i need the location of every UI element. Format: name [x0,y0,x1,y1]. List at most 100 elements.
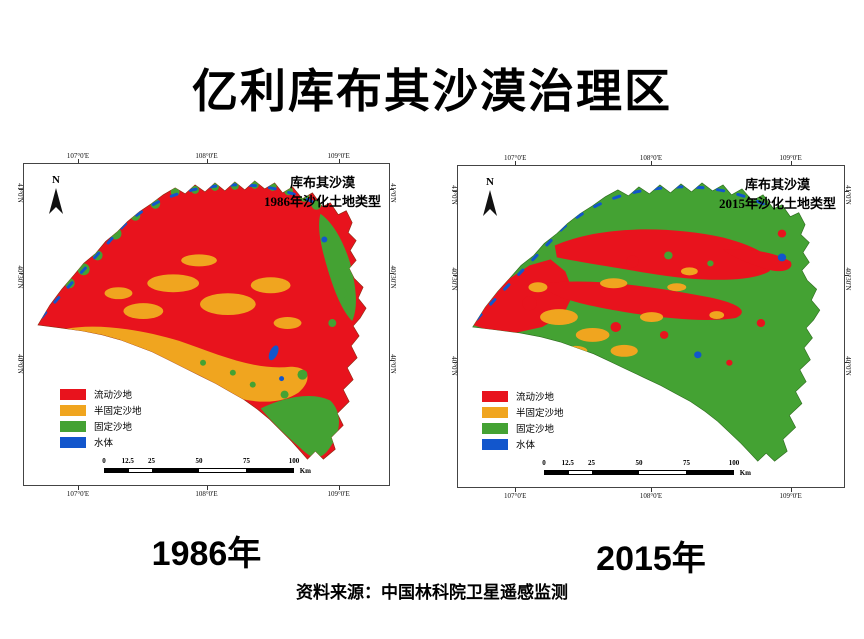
graticule-tick [515,488,517,492]
legend-swatch-mobile-sand [60,388,86,400]
map-1986-graphic [37,180,367,460]
latitude-label: 41°0'N [844,185,852,205]
legend-swatch-water [482,438,508,450]
scale-bar-graphic [104,468,294,473]
semi-fixed-sand-patch [680,267,698,276]
semi-fixed-sand-patch [181,254,217,267]
graticule-tick [651,488,652,492]
semi-fixed-sand-patch [564,345,588,356]
legend-item: 半固定沙地 [482,406,564,419]
graticule-tick [206,159,208,163]
lake-water [777,253,787,262]
source-note: 资料来源：中国林科院卫星遥感监测 [296,583,568,602]
graticule-tick [390,188,394,190]
legend-swatch-fixed-sand [482,422,508,434]
scale-tick: 12.5 [121,457,134,465]
legend-item: 半固定沙地 [60,404,142,417]
legend-item: 流动沙地 [60,388,142,401]
scale-bar-graphic [544,470,734,475]
scale-tick: 75 [683,459,690,467]
map-frame-2015: N 库布其沙漠 2015年沙化土地类型 流动沙地 半固定沙地 固定沙地 水体 0… [457,165,845,488]
mobile-sand-north-band [554,229,772,280]
graticule-tick [390,272,394,274]
legend-label: 流动沙地 [516,393,555,403]
semi-fixed-sand-patch [147,274,200,293]
scale-unit: Km [739,469,751,477]
scale-bar-2015: 0 12.5 25 50 75 100 Km [542,459,751,481]
graticule-tick [453,190,457,192]
semi-fixed-sand-patch [250,277,291,294]
graticule-tick [78,486,80,490]
lake-water [694,351,702,359]
graticule-tick [515,161,517,165]
legend-label: 水体 [516,441,536,451]
graticule-tick [651,161,652,165]
longitude-label: 107°0'E [504,154,527,162]
scale-tick: 25 [588,459,595,467]
legend-label: 固定沙地 [94,423,133,433]
scale-tick: 75 [243,457,250,465]
semi-fixed-sand-patch [575,327,610,342]
semi-fixed-sand-patch [528,282,548,293]
map-frame-1986: N 库布其沙漠 1986年沙化土地类型 流动沙地 半固定沙地 固定沙地 水体 0… [23,163,390,486]
latitude-label: 40°30'N [844,267,852,291]
longitude-label: 109°0'E [327,152,350,160]
map-title-1986: 库布其沙漠 1986年沙化土地类型 [264,174,381,212]
legend-1986: 流动沙地 半固定沙地 固定沙地 水体 [60,388,142,452]
graticule-tick [845,274,849,276]
graticule-tick [19,360,23,362]
graticule-tick [19,188,23,190]
semi-fixed-sand-patch [709,311,725,320]
lake-water [268,345,279,361]
graticule-tick [78,159,80,163]
legend-item: 固定沙地 [482,422,564,435]
legend-label: 半固定沙地 [94,407,142,417]
longitude-label: 108°0'E [639,492,663,500]
legend-label: 流动沙地 [94,391,133,401]
latitude-label: 40°30'N [389,265,397,289]
legend-item: 水体 [60,436,142,449]
page-title: 亿利库布其沙漠治理区 [192,65,672,117]
scale-tick: 100 [728,459,740,467]
north-arrow: N [44,174,68,221]
graticule-tick [453,274,457,276]
legend-swatch-mobile-sand [482,390,508,402]
longitude-label: 108°0'E [639,154,663,162]
graticule-tick [19,272,23,274]
semi-fixed-sand-patch [639,312,664,323]
scale-tick: 0 [102,457,106,465]
legend-2015: 流动沙地 半固定沙地 固定沙地 水体 [482,390,564,454]
legend-swatch-semi-fixed-sand [482,406,508,418]
graticule-tick [845,190,849,192]
mobile-sand-east-ext [723,249,792,272]
map-panel-2015: 107°0'E 108°0'E 109°0'E 107°0'E 108°0'E … [450,154,852,500]
legend-item: 流动沙地 [482,390,564,403]
legend-label: 水体 [94,439,114,449]
legend-label: 固定沙地 [516,425,555,435]
semi-fixed-sand-patch [540,309,578,326]
longitude-label: 109°0'E [779,492,802,500]
semi-fixed-sand-patch [123,303,164,320]
scale-tick: 50 [195,457,203,465]
north-arrow-icon [483,190,497,216]
mobile-sand-band2 [545,281,742,320]
semi-fixed-sand-patch [104,287,133,300]
scale-bar-1986: 0 12.5 25 50 75 100 Km [102,457,311,479]
longitude-label: 107°0'E [66,152,90,160]
latitude-label: 40°0'N [844,356,852,376]
longitude-label: 107°0'E [504,492,527,500]
legend-swatch-water [60,436,86,448]
map-title-line2: 2015年沙化土地类型 [718,195,836,211]
scale-tick: 12.5 [561,459,574,467]
map-title-line2: 1986年沙化土地类型 [263,193,381,209]
north-arrow: N [478,176,502,223]
semi-fixed-sand-patch [610,344,638,357]
year-caption-2015: 2015年 [596,540,706,578]
legend-swatch-semi-fixed-sand [60,404,86,416]
latitude-label: 41°0'N [389,183,397,203]
scale-tick: 0 [542,459,546,467]
graticule-tick [845,362,849,364]
legend-item: 水体 [482,438,564,451]
graticule-tick [338,159,340,163]
